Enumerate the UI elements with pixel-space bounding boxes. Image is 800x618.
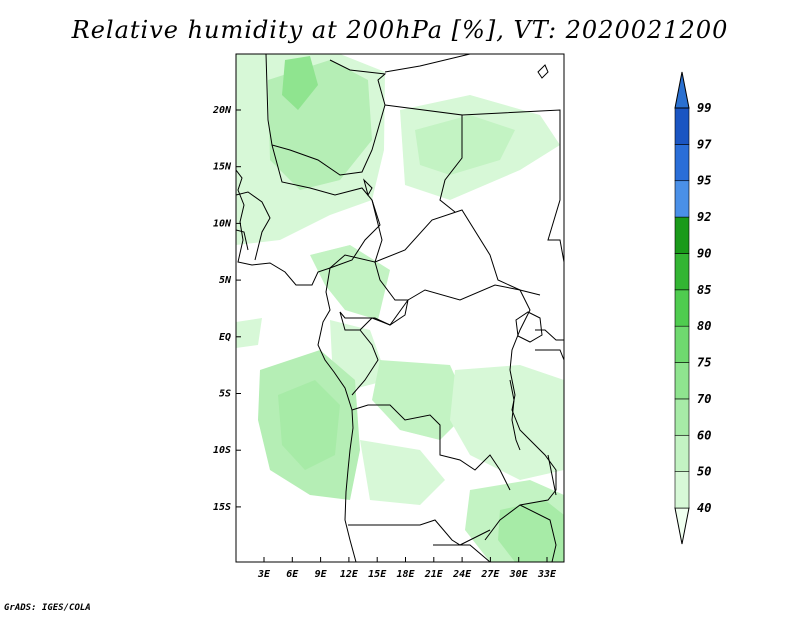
nile-fragment <box>537 64 549 79</box>
colorbar-segment <box>674 144 690 182</box>
lon-tick-label: 33E <box>537 569 557 580</box>
lon-tick-label: 15E <box>368 569 387 580</box>
humidity-patch-ocean-west <box>236 318 262 348</box>
lat-tick-label: 15N <box>213 162 232 173</box>
lat-tick-label: 5N <box>219 275 232 286</box>
border-niger-nigeria <box>271 144 381 269</box>
lake-victoria <box>515 311 543 343</box>
colorbar-segment <box>674 325 690 363</box>
lat-tick-label: 10S <box>213 445 231 456</box>
lat-tick-label: EQ <box>219 332 231 343</box>
humidity-patch-cameroon <box>310 245 390 320</box>
colorbar-level-label: 92 <box>697 210 711 224</box>
colorbar-segment <box>674 107 690 145</box>
colorbar-segment <box>674 216 690 254</box>
coastline-west-africa <box>236 169 357 562</box>
colorbar-upper-arrow <box>674 71 690 109</box>
lat-tick-label: 5S <box>219 389 231 400</box>
latitude-axis: 20N 15N 10N 5N EQ 5S 10S 15S <box>212 105 241 513</box>
humidity-patch-east <box>450 365 564 480</box>
humidity-shading <box>236 54 564 562</box>
border-chad-car <box>371 199 541 296</box>
colorbar-segment <box>674 289 690 327</box>
humidity-patch-chad-inner <box>415 115 515 175</box>
colorbar-level-label: 70 <box>697 392 711 406</box>
lon-tick-label: 12E <box>340 569 359 580</box>
lon-tick-label: 30E <box>509 569 529 580</box>
colorbar-level-label: 60 <box>697 428 711 442</box>
colorbar-level-label: 99 <box>697 101 711 115</box>
lon-tick-label: 27E <box>480 569 500 580</box>
lon-tick-label: 21E <box>424 569 444 580</box>
border-libya-chad <box>384 54 471 213</box>
lat-tick-label: 15S <box>213 502 231 513</box>
colorbar-segment <box>674 253 690 291</box>
border-zambia-south <box>433 504 557 562</box>
colorbar-level-label: 95 <box>697 174 711 188</box>
lon-tick-label: 9E <box>315 569 328 580</box>
colorbar-lower-arrow <box>674 507 690 545</box>
colorbar-level-label: 90 <box>697 246 711 260</box>
lon-tick-label: 6E <box>286 569 299 580</box>
colorbar-segment <box>674 434 690 472</box>
colorbar-level-label: 75 <box>697 356 711 370</box>
grads-credit: GrADS: IGES/COLA <box>4 603 91 613</box>
border-west-small <box>236 191 271 261</box>
lat-tick-label: 20N <box>212 105 232 116</box>
humidity-patch-congo <box>372 360 470 440</box>
colorbar-level-label: 80 <box>697 319 711 333</box>
lon-tick-label: 18E <box>396 569 415 580</box>
map-frame <box>235 53 565 563</box>
humidity-patch-southeast-inner <box>498 500 564 562</box>
colorbar-segment <box>674 362 690 400</box>
humidity-patch-sahara <box>282 56 318 110</box>
lon-tick-label: 3E <box>257 569 271 580</box>
border-east-lakes <box>484 369 557 541</box>
border-drc-angola <box>351 404 511 491</box>
lon-tick-label: 24E <box>452 569 472 580</box>
humidity-patch-angola <box>360 440 445 505</box>
colorbar-level-label: 40 <box>697 501 711 515</box>
border-sudan <box>461 109 564 263</box>
colorbar-segment <box>674 471 690 509</box>
humidity-patch-atlantic-inner <box>278 380 340 470</box>
lake-malawi <box>547 454 557 496</box>
border-east-africa <box>535 329 564 361</box>
longitude-axis: 3E 6E 9E 12E 15E 18E 21E 24E 27E 30E 33E <box>257 557 557 580</box>
lake-tanganyika <box>509 379 521 451</box>
colorbar-level-label: 97 <box>697 137 712 151</box>
colorbar-segment <box>674 180 690 218</box>
colorbar: 40 50 60 70 75 80 85 90 92 95 97 99 <box>674 71 712 545</box>
colorbar-level-label: 50 <box>697 465 711 479</box>
border-drc-north <box>407 284 531 371</box>
map-title: Relative humidity at 200hPa [%], VT: 202… <box>71 16 729 44</box>
colorbar-segment <box>674 398 690 436</box>
country-borders <box>236 54 564 562</box>
colorbar-level-label: 85 <box>697 283 711 297</box>
lake-chad <box>363 178 373 197</box>
lat-tick-label: 10N <box>213 218 232 229</box>
border-congo-gabon <box>339 299 409 396</box>
